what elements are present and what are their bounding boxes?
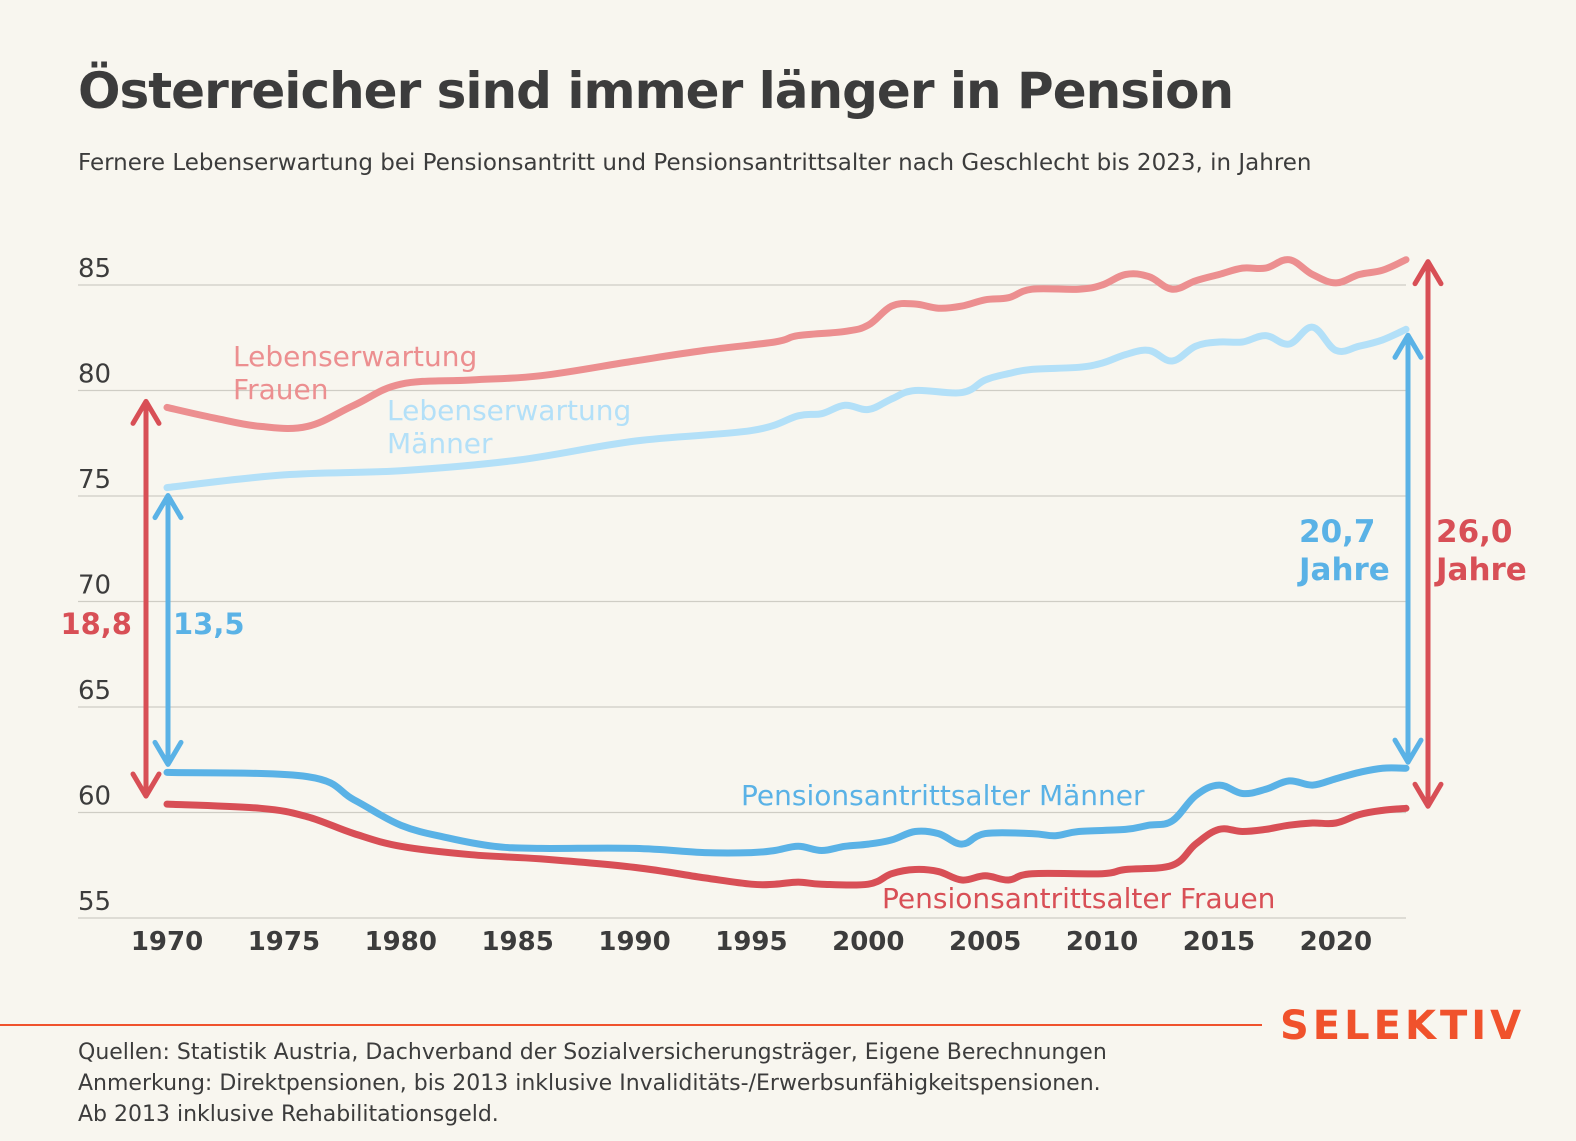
arrow-2023-women-head-top [1412,259,1444,287]
x-tick-label-1980: 1980 [365,927,437,957]
x-tick-label-1975: 1975 [248,927,320,957]
chart-subtitle: Fernere Lebenserwartung bei Pensionsantr… [78,150,1312,176]
annotation-1970-women: 18,8 [60,607,132,641]
arrow-2023-men-head-top [1392,332,1424,360]
series-label-women-age-0: Pensionsantrittsalter Frauen [882,882,1275,915]
series-line-women-age [163,800,1410,889]
series-label-men-life-1: Männer [387,427,493,460]
brand-logo: SELEKTIV [1280,1003,1526,1049]
series-line-men-life [163,323,1410,492]
annotation-2023-women-0: 26,0 [1436,514,1513,550]
y-tick-label-85: 85 [78,254,111,284]
arrow-1970-men-head-bottom [152,739,184,767]
annotation-2023-men-0: 20,7 [1299,514,1376,550]
note-line-remark: Anmerkung: Direktpensionen, bis 2013 ink… [78,1071,1101,1096]
arrow-1970-women-head-top [130,398,162,426]
source-notes: Quellen: Statistik Austria, Dachverband … [78,1037,1107,1130]
series-label-men-age-0: Pensionsantrittsalter Männer [741,779,1145,812]
y-tick-label-75: 75 [78,465,111,495]
series-line-women-life [163,256,1410,432]
note-line-remark-cont: Ab 2013 inklusive Rehabilitationsgeld. [78,1102,499,1127]
y-tick-label-55: 55 [78,887,111,917]
x-tick-label-1970: 1970 [131,927,203,957]
x-tick-label-2005: 2005 [949,927,1021,957]
series-line-men-age [163,764,1410,857]
arrow-2023-men-head-bottom [1392,737,1424,765]
series-label-women-life-1: Frauen [233,373,328,406]
series-label-women-life-0: Lebenserwartung [233,340,477,373]
series-label-men-life-0: Lebenserwartung [387,394,631,427]
y-tick-label-65: 65 [78,676,111,706]
x-tick-label-1990: 1990 [598,927,670,957]
arrow-2023-women-head-bottom [1412,781,1444,809]
y-tick-label-60: 60 [78,782,111,812]
footer-divider [0,1024,1262,1026]
arrow-1970-women-head-bottom [130,771,162,799]
note-line-sources: Quellen: Statistik Austria, Dachverband … [78,1040,1107,1065]
arrow-1970-men-head-top [152,493,184,521]
annotation-2023-women-1: Jahre [1434,552,1527,588]
x-tick-label-2010: 2010 [1066,927,1138,957]
line-chart: 55 60 65 70 75 80 85 1970 1975 1980 1985 1990 1995 20… [60,254,1527,957]
x-tick-label-2020: 2020 [1300,927,1372,957]
annotation-2023-men-1: Jahre [1297,552,1390,588]
chart-title: Österreicher sind immer länger in Pensio… [78,62,1234,120]
x-tick-label-2000: 2000 [832,927,904,957]
y-tick-label-70: 70 [78,571,111,601]
x-tick-label-1995: 1995 [715,927,787,957]
x-tick-label-2015: 2015 [1183,927,1255,957]
x-tick-label-1985: 1985 [481,927,553,957]
annotation-1970-men: 13,5 [173,607,245,641]
y-tick-label-80: 80 [78,360,111,390]
